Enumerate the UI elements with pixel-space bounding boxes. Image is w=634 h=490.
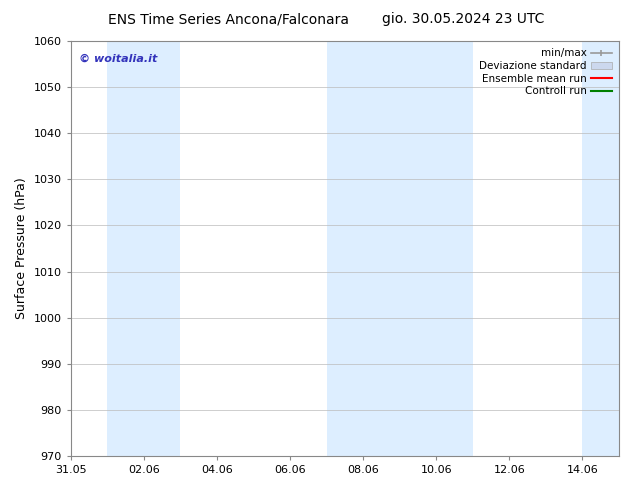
Text: ENS Time Series Ancona/Falconara: ENS Time Series Ancona/Falconara bbox=[108, 12, 349, 26]
Y-axis label: Surface Pressure (hPa): Surface Pressure (hPa) bbox=[15, 178, 28, 319]
Text: © woitalia.it: © woitalia.it bbox=[79, 53, 157, 64]
Bar bbox=[107, 41, 180, 456]
Text: gio. 30.05.2024 23 UTC: gio. 30.05.2024 23 UTC bbox=[382, 12, 544, 26]
Legend: min/max, Deviazione standard, Ensemble mean run, Controll run: min/max, Deviazione standard, Ensemble m… bbox=[477, 46, 614, 98]
Bar bbox=[327, 41, 473, 456]
Bar bbox=[583, 41, 619, 456]
